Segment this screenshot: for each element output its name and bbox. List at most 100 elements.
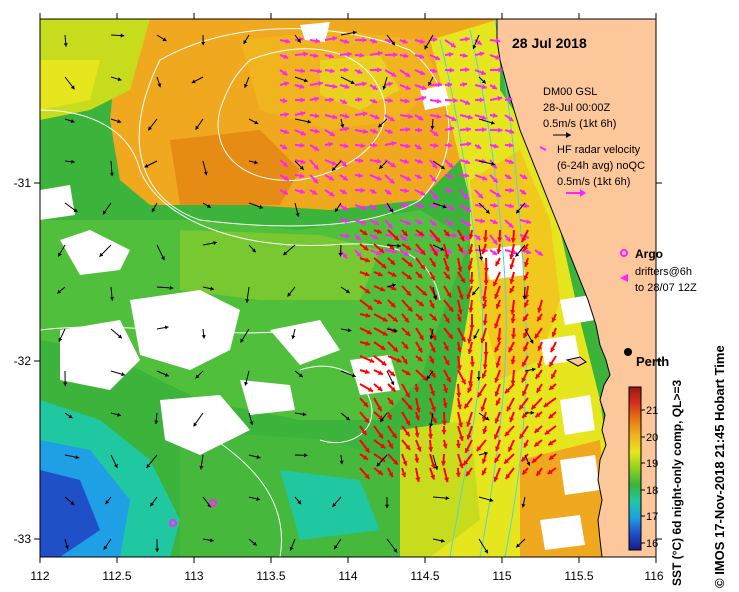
drifter-arrow <box>489 143 499 149</box>
model-arrow <box>63 34 68 47</box>
drifter-arrow <box>384 174 396 185</box>
model-arrow <box>430 118 435 130</box>
radar-arrow <box>415 243 426 256</box>
radar-arrow <box>359 425 368 436</box>
model-arrow <box>193 412 204 427</box>
drifter-arrow <box>489 219 499 225</box>
drifter-arrow <box>474 69 487 76</box>
drifter-arrow <box>324 36 338 42</box>
radar-arrow <box>401 383 411 398</box>
drifter-arrow <box>504 159 514 165</box>
radar-arrow <box>462 453 473 466</box>
model-arrow <box>294 453 308 458</box>
radar-arrow <box>543 397 557 408</box>
drifter-arrow <box>354 234 362 241</box>
plot-area <box>40 19 656 557</box>
x-axis-ticks <box>39 13 657 563</box>
drifter-arrow <box>459 52 468 59</box>
radar-arrow <box>494 341 501 353</box>
drifter-arrow <box>489 67 503 73</box>
model-arrow <box>64 454 80 460</box>
drifter-arrow <box>489 234 498 245</box>
radar-arrow <box>551 313 557 323</box>
radar-arrow <box>359 243 369 252</box>
radar-arrow <box>443 243 450 259</box>
drifter-arrow <box>399 188 409 194</box>
colorbar-scale <box>628 386 642 551</box>
drifter-arrow <box>429 98 442 104</box>
radar-arrow <box>429 299 435 309</box>
radar-arrow <box>457 453 464 469</box>
radar-arrow <box>465 467 473 477</box>
radar-arrow <box>401 285 412 297</box>
radar-arrow <box>547 467 557 475</box>
model-arrow <box>427 76 434 86</box>
radar-arrow <box>373 313 388 323</box>
model-arrow <box>191 76 204 84</box>
radar-arrow <box>522 243 529 252</box>
drifter-arrow <box>444 114 457 122</box>
radar-arrow <box>480 327 487 344</box>
x-tick-label: 115 <box>492 569 511 583</box>
model-arrow <box>195 118 204 131</box>
radar-arrow <box>387 383 397 393</box>
drifter-arrow <box>339 113 350 119</box>
drifter-arrow <box>339 204 349 212</box>
drifter-arrow <box>309 38 321 44</box>
drifter-arrow <box>459 189 470 201</box>
drifter-arrow <box>489 84 498 90</box>
radar-arrow <box>443 299 454 313</box>
drifter-arrow <box>354 69 363 75</box>
drifter-arrow <box>444 126 455 132</box>
radar-arrow <box>373 341 386 351</box>
drifter-arrow <box>279 159 289 168</box>
radar-arrow <box>443 369 452 383</box>
drifter-arrow <box>309 96 320 102</box>
colorbar: 16 17 18 19 20 21 <box>628 386 658 551</box>
model-arrow <box>515 244 526 258</box>
colorbar-tick-label: 16 <box>646 538 658 550</box>
drifter-arrow <box>489 96 503 102</box>
radar-arrow <box>548 411 557 420</box>
radar-arrow <box>359 340 371 346</box>
y-tick-label: -31 <box>14 176 32 190</box>
drifter-arrow <box>309 53 319 59</box>
model-arrow <box>64 412 73 419</box>
model-arrow <box>201 328 206 339</box>
radar-arrow <box>504 425 515 437</box>
drifter-arrow <box>324 68 335 74</box>
drifter-arrow <box>504 174 512 180</box>
drifter-arrow <box>504 234 512 243</box>
drifter-arrow <box>414 144 422 150</box>
radar-arrow <box>387 425 398 439</box>
radar-arrow <box>522 341 529 352</box>
radar-arrow <box>427 425 434 439</box>
drifter-arrow <box>384 141 397 147</box>
radar-arrow <box>518 397 529 411</box>
drifter-arrow <box>519 189 527 196</box>
radar-arrow <box>359 369 370 375</box>
radar-arrow <box>522 327 529 339</box>
model-arrow <box>432 538 445 543</box>
model-arrow <box>429 328 434 340</box>
radar-arrow <box>401 439 411 451</box>
drifter-arrow <box>534 249 544 257</box>
radar-arrow <box>443 355 450 366</box>
drifter-arrow <box>444 142 453 148</box>
drifter-arrow <box>369 114 380 120</box>
drifter-arrow <box>414 54 425 59</box>
drifter-arrow <box>519 174 528 180</box>
model-arrow <box>244 370 250 386</box>
model-arrow <box>294 370 304 378</box>
radar-arrow <box>443 285 452 298</box>
radar-arrow <box>480 397 487 412</box>
model-arrow <box>478 118 495 125</box>
radar-arrow <box>468 243 474 255</box>
model-arrow <box>333 538 342 550</box>
radar-arrow <box>520 453 529 463</box>
perth-marker <box>624 348 632 356</box>
radar-arrow <box>510 369 516 386</box>
radar-arrow <box>457 257 463 272</box>
rottnest-island <box>565 356 587 367</box>
drifter-arrow <box>294 68 306 74</box>
